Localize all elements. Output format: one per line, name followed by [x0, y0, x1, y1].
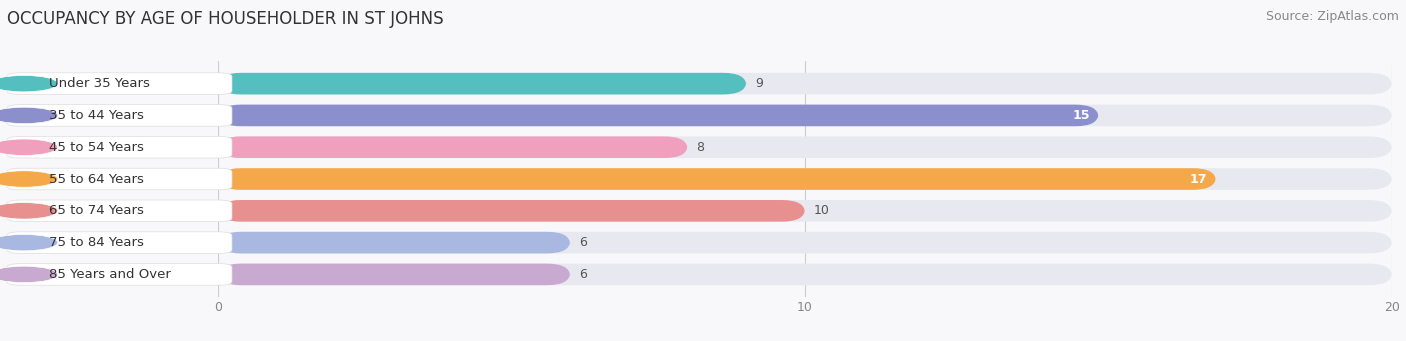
FancyBboxPatch shape [218, 264, 571, 285]
Text: Source: ZipAtlas.com: Source: ZipAtlas.com [1265, 10, 1399, 23]
FancyBboxPatch shape [218, 200, 806, 222]
FancyBboxPatch shape [218, 200, 1392, 222]
Text: 75 to 84 Years: 75 to 84 Years [49, 236, 143, 249]
FancyBboxPatch shape [218, 232, 1392, 253]
FancyBboxPatch shape [218, 264, 1392, 285]
Text: 15: 15 [1073, 109, 1090, 122]
FancyBboxPatch shape [218, 73, 747, 94]
Text: Under 35 Years: Under 35 Years [49, 77, 150, 90]
Text: 55 to 64 Years: 55 to 64 Years [49, 173, 143, 186]
FancyBboxPatch shape [218, 105, 1098, 126]
Text: 9: 9 [755, 77, 763, 90]
Text: 6: 6 [579, 236, 586, 249]
Text: OCCUPANCY BY AGE OF HOUSEHOLDER IN ST JOHNS: OCCUPANCY BY AGE OF HOUSEHOLDER IN ST JO… [7, 10, 444, 28]
FancyBboxPatch shape [218, 73, 1392, 94]
Text: 6: 6 [579, 268, 586, 281]
Text: 85 Years and Over: 85 Years and Over [49, 268, 172, 281]
Text: 17: 17 [1189, 173, 1206, 186]
Text: 8: 8 [696, 141, 704, 154]
FancyBboxPatch shape [218, 168, 1392, 190]
Text: 45 to 54 Years: 45 to 54 Years [49, 141, 143, 154]
FancyBboxPatch shape [218, 232, 571, 253]
Text: 10: 10 [814, 204, 830, 217]
FancyBboxPatch shape [218, 105, 1392, 126]
FancyBboxPatch shape [218, 168, 1216, 190]
Text: 65 to 74 Years: 65 to 74 Years [49, 204, 143, 217]
Text: 35 to 44 Years: 35 to 44 Years [49, 109, 143, 122]
FancyBboxPatch shape [218, 136, 1392, 158]
FancyBboxPatch shape [218, 136, 688, 158]
